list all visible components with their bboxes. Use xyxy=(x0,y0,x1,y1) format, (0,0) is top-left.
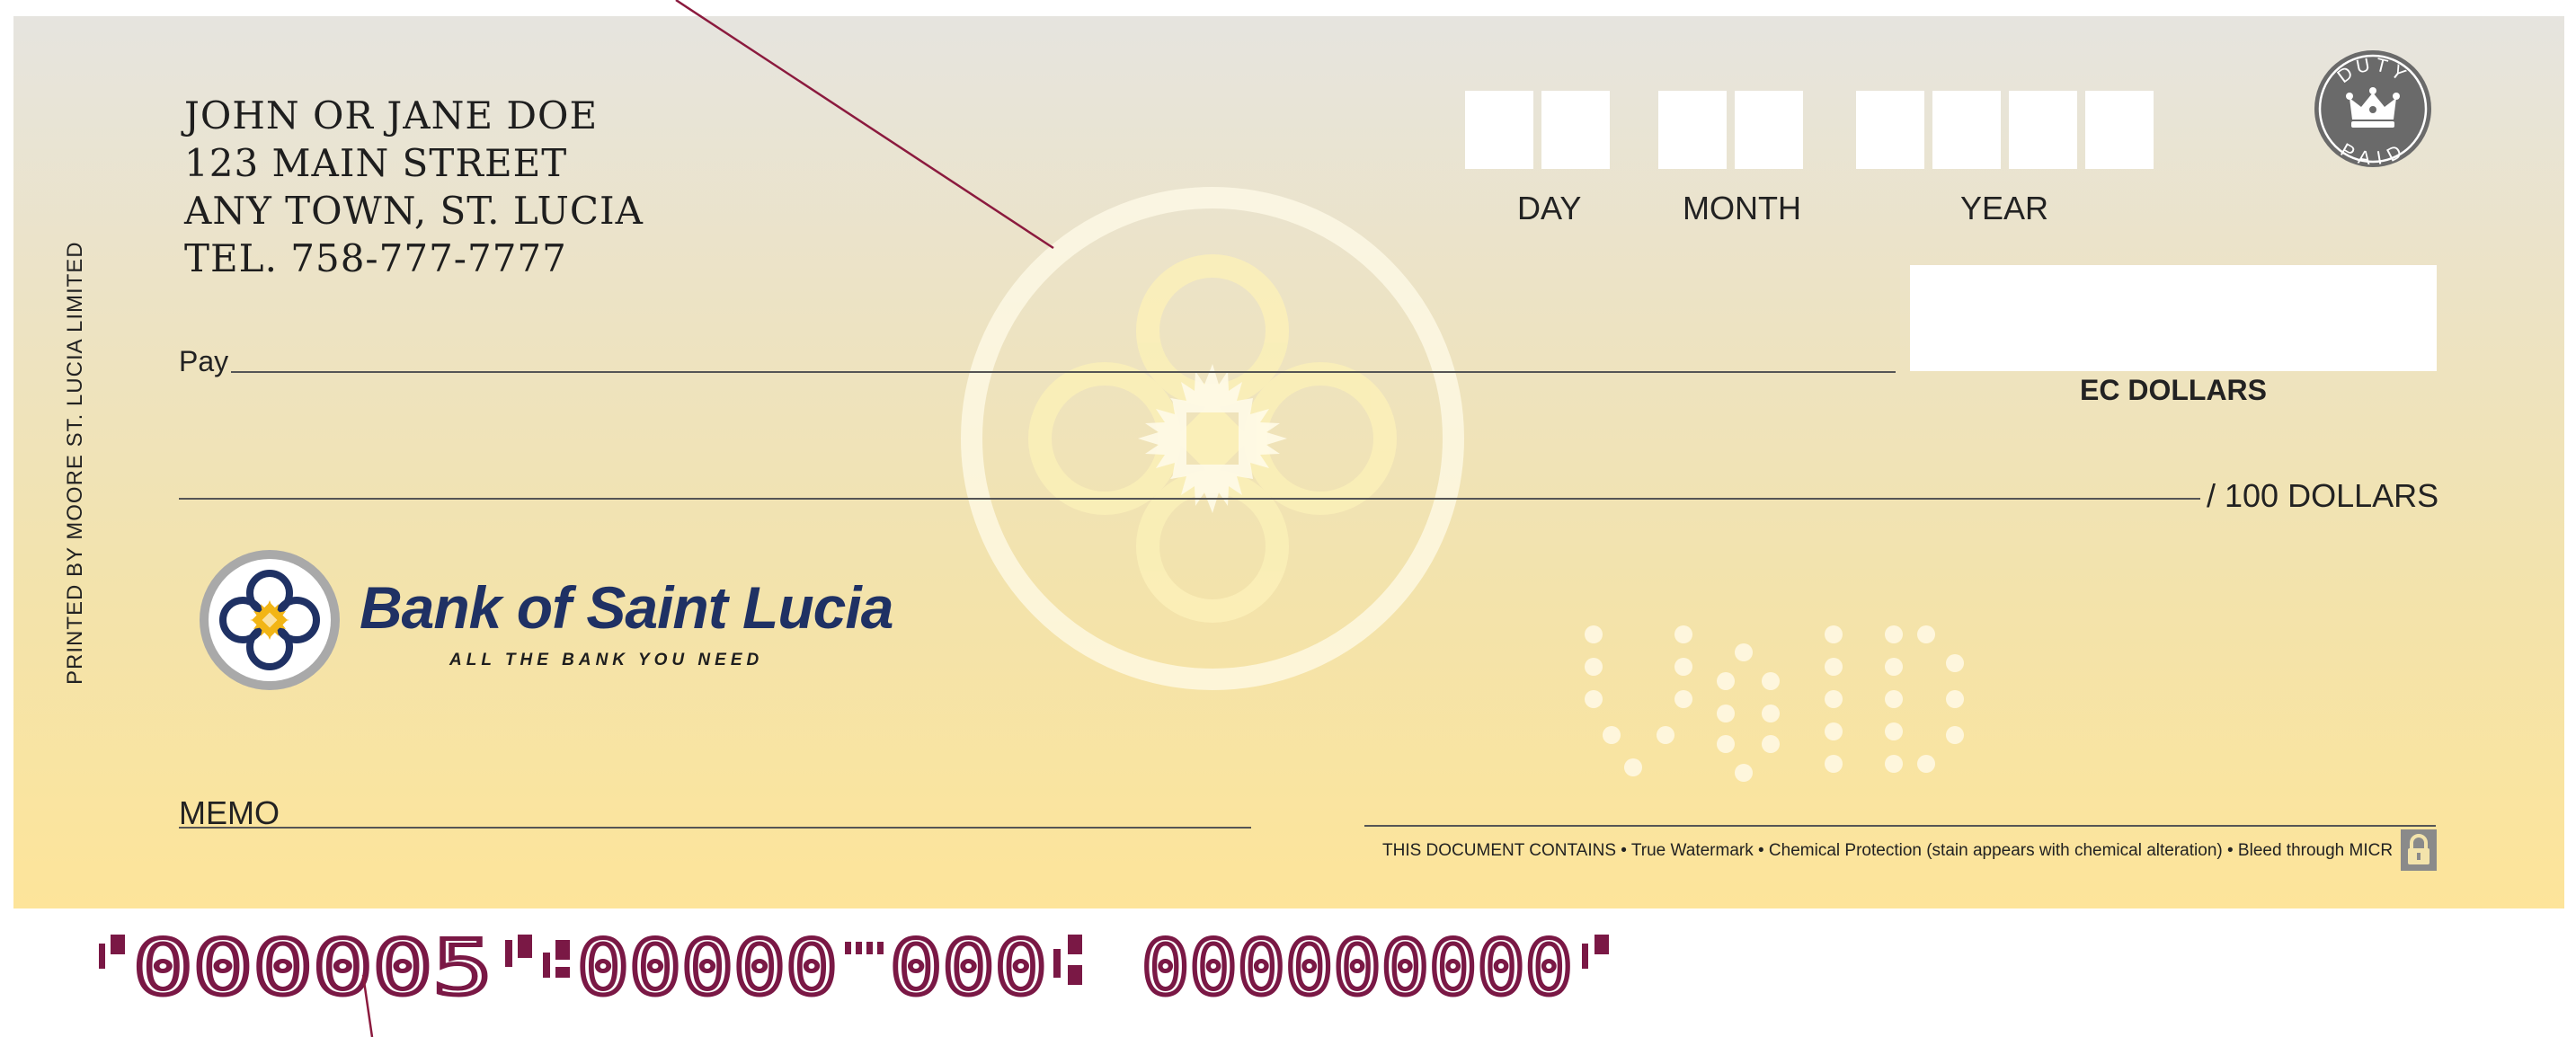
void-letter-d xyxy=(1885,625,1964,773)
month-label: MONTH xyxy=(1683,190,1801,226)
bank-name: Bank of Saint Lucia xyxy=(360,574,893,641)
amount-box[interactable] xyxy=(1910,265,2437,371)
account-holder-address: JOHN OR JANE DOE 123 MAIN STREET ANY TOW… xyxy=(184,92,644,282)
micr-transit-symbol xyxy=(1053,935,1082,985)
bank-tagline: ALL THE BANK YOU NEED xyxy=(449,651,764,669)
day-digit-box[interactable] xyxy=(1541,91,1610,169)
memo-line[interactable] xyxy=(179,827,1251,829)
bank-logo-icon xyxy=(200,550,340,690)
micr-dash-symbol xyxy=(845,942,884,954)
printer-credit: PRINTED BY MOORE ST. LUCIA LIMITED xyxy=(63,241,87,685)
month-digit-box[interactable] xyxy=(1735,91,1803,169)
year-digit-box[interactable] xyxy=(1932,91,2001,169)
micr-on-us-end-symbol xyxy=(1582,935,1609,969)
watermark-emblem xyxy=(961,187,1464,690)
year-digit-box[interactable] xyxy=(1856,91,1924,169)
year-digit-box[interactable] xyxy=(2009,91,2077,169)
void-letter-v xyxy=(1585,625,1692,776)
padlock-icon xyxy=(2401,829,2437,871)
amount-in-words-line[interactable] xyxy=(179,498,2200,500)
account-holder-name: JOHN OR JANE DOE xyxy=(184,93,599,137)
micr-on-us-symbol xyxy=(99,944,105,969)
micr-transit-number: 00000 xyxy=(577,924,838,1012)
void-dot-pattern xyxy=(1585,625,1964,782)
account-holder-street: 123 MAIN STREET xyxy=(184,141,568,185)
year-label: YEAR xyxy=(1960,190,2049,226)
year-digit-box[interactable] xyxy=(2085,91,2154,169)
security-notice: THIS DOCUMENT CONTAINS • True Watermark … xyxy=(1382,841,2394,860)
cheque: JOHN OR JANE DOE 123 MAIN STREET ANY TOW… xyxy=(13,16,2564,908)
duty-paid-stamp: DUTY PAID xyxy=(2314,50,2431,168)
crown-icon xyxy=(2346,87,2400,128)
micr-cheque-number: 000005 xyxy=(133,924,493,1012)
account-holder-phone: TEL. 758-777-7777 xyxy=(184,236,567,280)
day-digit-box[interactable] xyxy=(1465,91,1533,169)
pay-label: Pay xyxy=(179,345,229,377)
payee-line[interactable] xyxy=(231,371,1896,373)
signature-line[interactable] xyxy=(1364,825,2436,827)
currency-label: EC DOLLARS xyxy=(2080,374,2267,406)
cents-label: / 100 DOLLARS xyxy=(2207,477,2439,514)
micr-account-number: 000000000 xyxy=(1141,924,1573,1012)
account-holder-town: ANY TOWN, ST. LUCIA xyxy=(184,189,644,233)
month-digit-box[interactable] xyxy=(1658,91,1727,169)
memo-label: MEMO xyxy=(179,794,280,831)
day-label: DAY xyxy=(1517,190,1582,226)
micr-institution-number: 000 xyxy=(890,924,1047,1012)
void-letter-i xyxy=(1825,625,1843,773)
void-letter-o xyxy=(1717,643,1780,782)
micr-line: 000005 00000 000 000000000 xyxy=(99,922,1609,1014)
